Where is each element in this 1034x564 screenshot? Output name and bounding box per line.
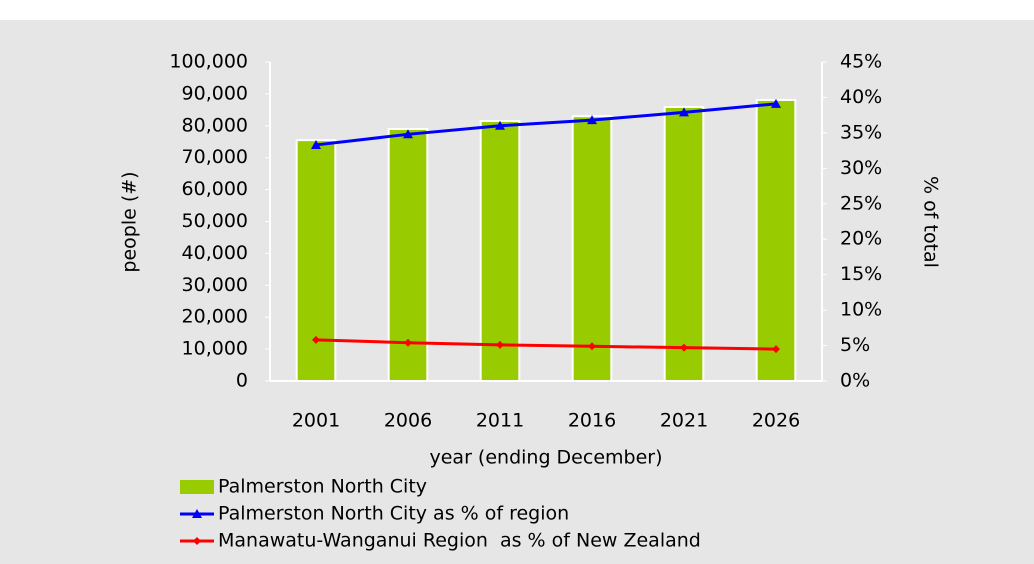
bar bbox=[663, 105, 705, 382]
legend-swatch bbox=[180, 480, 214, 494]
line bbox=[315, 102, 777, 147]
x-tick-label: 2026 bbox=[752, 410, 800, 432]
legend-label: Manawatu-Wanganui Region as % of New Zea… bbox=[218, 530, 701, 552]
x-tick-label: 2001 bbox=[292, 410, 340, 432]
y-tick-label: 50,000 bbox=[182, 210, 248, 232]
y-tick-label: 70,000 bbox=[182, 146, 248, 168]
y-tick-label: 80,000 bbox=[182, 114, 248, 136]
line-marker bbox=[587, 115, 597, 125]
y2-tick-label: 5% bbox=[840, 334, 870, 356]
y2-tick-label: 30% bbox=[840, 157, 882, 179]
y2-tick-label: 15% bbox=[840, 263, 882, 285]
y2-tick-label: 25% bbox=[840, 192, 882, 214]
line bbox=[315, 338, 777, 351]
x-tick-label: 2016 bbox=[568, 410, 616, 432]
line-marker bbox=[403, 129, 413, 139]
y2-tick-label: 10% bbox=[840, 299, 882, 321]
y2-axis-title: % of total bbox=[920, 176, 942, 268]
y2-tick-label: 20% bbox=[840, 228, 882, 250]
line-marker bbox=[680, 343, 688, 352]
line-marker bbox=[404, 338, 412, 347]
line-marker bbox=[311, 139, 321, 149]
legend-marker bbox=[193, 537, 201, 545]
bar bbox=[755, 98, 797, 382]
y-tick-label: 0 bbox=[236, 370, 248, 392]
line-marker bbox=[679, 107, 689, 117]
y-axis-title: people (#) bbox=[119, 171, 141, 272]
line-marker bbox=[496, 340, 504, 349]
y2-tick-label: 0% bbox=[840, 370, 870, 392]
bar bbox=[479, 120, 521, 382]
line-marker bbox=[771, 98, 781, 108]
y2-tick-label: 40% bbox=[840, 86, 882, 108]
legend-label: Palmerston North City bbox=[218, 476, 427, 498]
line-marker bbox=[772, 345, 780, 354]
x-tick-label: 2011 bbox=[476, 410, 524, 432]
y-tick-label: 10,000 bbox=[182, 338, 248, 360]
legend-label: Palmerston North City as % of region bbox=[218, 503, 569, 525]
legend-marker bbox=[192, 509, 202, 518]
x-tick-label: 2021 bbox=[660, 410, 708, 432]
y-tick-label: 100,000 bbox=[169, 51, 248, 73]
line-marker bbox=[312, 335, 320, 344]
bar bbox=[571, 115, 613, 382]
line-marker bbox=[588, 342, 596, 351]
y-tick-label: 30,000 bbox=[182, 274, 248, 296]
line-marker bbox=[495, 120, 505, 130]
y2-tick-label: 45% bbox=[840, 51, 882, 73]
x-tick-label: 2006 bbox=[384, 410, 432, 432]
bar bbox=[295, 139, 337, 382]
x-axis-title: year (ending December) bbox=[430, 447, 663, 469]
y-tick-label: 90,000 bbox=[182, 82, 248, 104]
y-tick-label: 60,000 bbox=[182, 178, 248, 200]
y2-tick-label: 35% bbox=[840, 121, 882, 143]
y-tick-label: 40,000 bbox=[182, 242, 248, 264]
y-tick-label: 20,000 bbox=[182, 306, 248, 328]
